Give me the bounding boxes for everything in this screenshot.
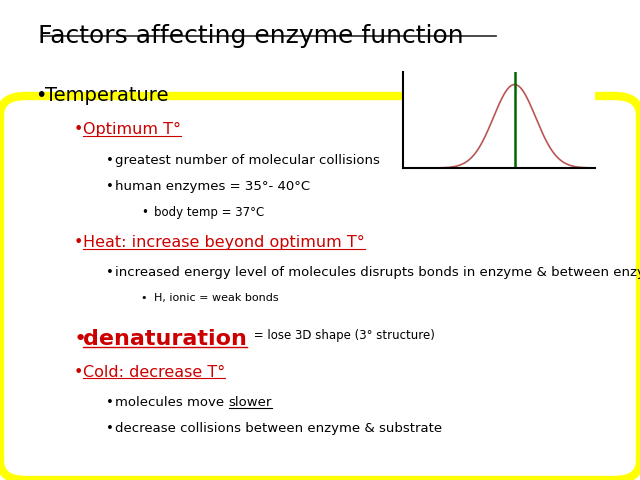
Text: •: • xyxy=(106,422,113,435)
Text: increased energy level of molecules disrupts bonds in enzyme & between enzyme & : increased energy level of molecules disr… xyxy=(115,266,640,279)
Text: •: • xyxy=(141,206,148,219)
Text: H, ionic = weak bonds: H, ionic = weak bonds xyxy=(154,293,278,303)
Text: Heat: increase beyond optimum T°: Heat: increase beyond optimum T° xyxy=(83,235,365,250)
Text: body temp = 37°C: body temp = 37°C xyxy=(154,206,264,219)
Text: greatest number of molecular collisions: greatest number of molecular collisions xyxy=(115,154,380,167)
Text: •: • xyxy=(74,329,87,349)
Text: = lose 3D shape (3° structure): = lose 3D shape (3° structure) xyxy=(250,329,435,342)
Text: decrease collisions between enzyme & substrate: decrease collisions between enzyme & sub… xyxy=(115,422,442,435)
Text: •: • xyxy=(141,293,147,303)
Text: Temperature: Temperature xyxy=(45,86,168,106)
Text: denaturation: denaturation xyxy=(83,329,247,349)
Text: human enzymes = 35°- 40°C: human enzymes = 35°- 40°C xyxy=(115,180,310,193)
Text: •: • xyxy=(74,122,83,137)
Text: •: • xyxy=(106,396,113,409)
Text: slower: slower xyxy=(228,396,272,409)
Text: molecules move: molecules move xyxy=(115,396,228,409)
Text: •: • xyxy=(106,180,113,193)
Text: •: • xyxy=(106,154,113,167)
Text: •: • xyxy=(74,235,83,250)
Text: •: • xyxy=(74,365,83,380)
Text: Factors affecting enzyme function: Factors affecting enzyme function xyxy=(38,24,464,48)
Text: •: • xyxy=(106,266,113,279)
Text: Optimum T°: Optimum T° xyxy=(83,122,181,137)
Text: •: • xyxy=(35,86,47,106)
Text: Cold: decrease T°: Cold: decrease T° xyxy=(83,365,225,380)
